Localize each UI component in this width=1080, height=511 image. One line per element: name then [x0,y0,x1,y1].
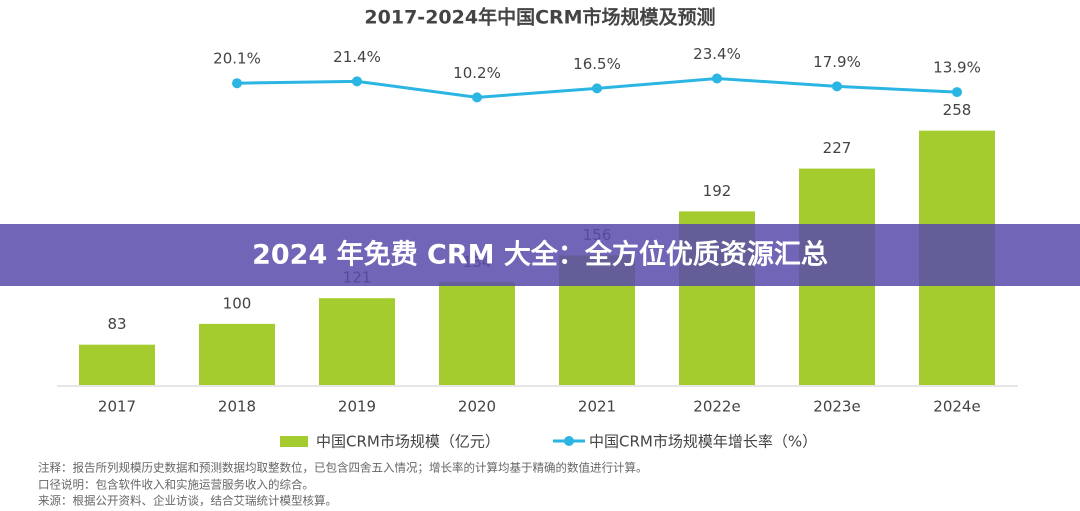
line-point [832,81,842,92]
value-label: 100 [223,294,252,312]
note: 注释：报告所列规模历史数据和预测数据均取整数位，已包含四舍五入情况；增长率的计算… [38,461,648,475]
value-label: 10.2% [453,64,501,82]
x-tick-label: 2024e [933,398,980,416]
line-point [952,87,962,98]
value-label: 192 [703,182,732,200]
x-tick-label: 2022e [693,398,740,416]
legend-label: 中国CRM市场规模（亿元） [316,433,500,451]
banner-title: 2024 年免费 CRM 大全：全方位优质资源汇总 [252,239,828,271]
notes: 注释：报告所列规模历史数据和预测数据均取整数位，已包含四舍五入情况；增长率的计算… [38,461,648,508]
value-label: 20.1% [213,50,261,68]
banner [0,224,1080,286]
value-label: 258 [943,101,972,119]
value-label: 13.9% [933,59,981,77]
legend-swatch [564,436,574,446]
x-tick-label: 2017 [98,398,136,416]
x-tick-label: 2021 [578,398,616,416]
line-point [472,92,482,103]
value-label: 21.4% [333,48,381,66]
bar [439,282,515,385]
x-tick-label: 2019 [338,398,376,416]
value-label: 83 [107,315,126,333]
bar [79,344,155,385]
value-label: 17.9% [813,53,861,71]
value-label: 23.4% [693,45,741,63]
note: 口径说明：包含软件收入和实施运营服务收入的综合。 [38,478,314,492]
note: 来源：根据公开资料、企业访谈，结合艾瑞统计模型核算。 [38,494,337,508]
x-tick-label: 2023e [813,398,860,416]
line-point [712,73,722,84]
legend-label: 中国CRM市场规模年增长率（%） [589,433,817,451]
bar [199,323,275,385]
bar [319,298,395,385]
line-point [232,78,242,89]
line-point [592,83,602,94]
value-label: 16.5% [573,55,621,73]
line-point [352,76,362,87]
value-label: 227 [823,139,852,157]
chart-title: 2017-2024年中国CRM市场规模及预测 [364,6,715,29]
x-tick-label: 2020 [458,398,496,416]
legend-swatch [280,436,308,447]
x-tick-label: 2018 [218,398,256,416]
